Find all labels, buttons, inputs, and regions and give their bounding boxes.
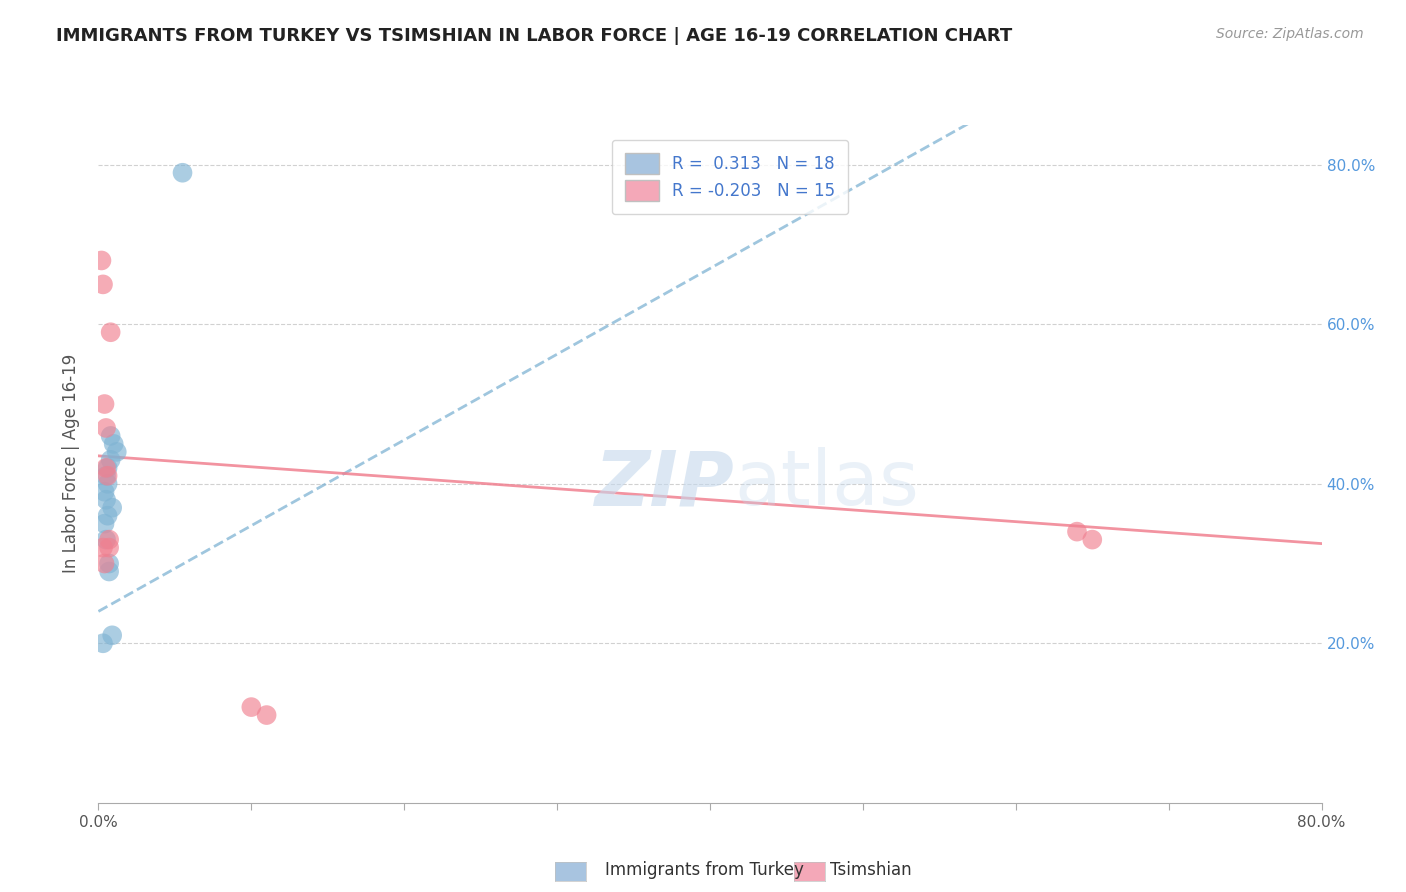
Point: [1066, 524, 1088, 539]
Point: [91, 277, 114, 292]
Point: [98, 565, 121, 579]
Point: [98, 557, 121, 571]
Point: [101, 500, 124, 515]
Point: [94, 533, 117, 547]
Text: Source: ZipAtlas.com: Source: ZipAtlas.com: [1216, 27, 1364, 41]
Text: Immigrants from Turkey: Immigrants from Turkey: [605, 861, 803, 879]
Text: ZIP: ZIP: [595, 447, 734, 521]
Point: [93, 484, 115, 499]
Point: [98, 533, 121, 547]
Point: [240, 700, 263, 714]
Point: [94, 492, 117, 507]
Point: [97, 508, 120, 523]
Text: Tsimshian: Tsimshian: [830, 861, 911, 879]
Point: [100, 453, 122, 467]
Point: [105, 445, 128, 459]
Point: [256, 708, 278, 723]
Point: [97, 460, 120, 475]
Point: [172, 166, 194, 180]
Legend: R =  0.313   N = 18, R = -0.203   N = 15: R = 0.313 N = 18, R = -0.203 N = 15: [612, 140, 848, 214]
Point: [97, 476, 120, 491]
Point: [91, 636, 114, 650]
Point: [93, 397, 115, 411]
Point: [93, 516, 115, 531]
Point: [94, 421, 117, 435]
Point: [93, 557, 115, 571]
Text: atlas: atlas: [734, 447, 920, 521]
Point: [101, 628, 124, 642]
Point: [100, 325, 122, 339]
Point: [1081, 533, 1104, 547]
Point: [97, 468, 120, 483]
Point: [94, 460, 117, 475]
Text: IMMIGRANTS FROM TURKEY VS TSIMSHIAN IN LABOR FORCE | AGE 16-19 CORRELATION CHART: IMMIGRANTS FROM TURKEY VS TSIMSHIAN IN L…: [56, 27, 1012, 45]
Point: [103, 437, 125, 451]
Point: [100, 429, 122, 443]
Y-axis label: In Labor Force | Age 16-19: In Labor Force | Age 16-19: [62, 354, 80, 574]
Point: [94, 468, 117, 483]
Point: [91, 541, 114, 555]
Point: [90, 253, 112, 268]
Point: [98, 541, 121, 555]
